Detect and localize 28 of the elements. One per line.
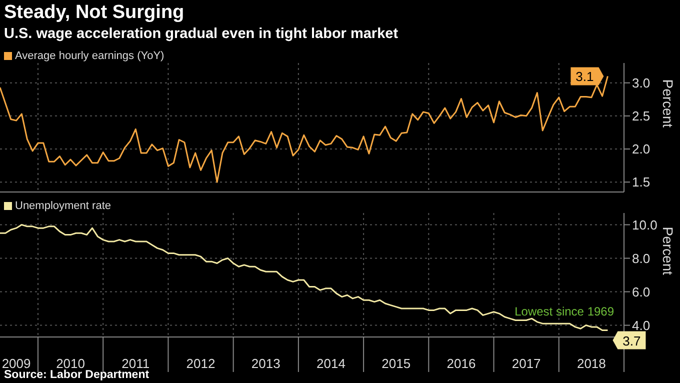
y-tick-label: 6.0	[632, 284, 650, 300]
y-tick-label: 4.0	[632, 318, 650, 333]
annotation: Lowest since 1969	[514, 304, 614, 319]
y-tick-label: 2.0	[632, 142, 650, 157]
y-axis-title: Percent	[660, 226, 676, 276]
data-label: 3.1	[576, 69, 594, 84]
x-tick-label: 2017	[512, 356, 541, 371]
legend-label: Average hourly earnings (YoY)	[15, 50, 164, 62]
source-note: Source: Labor Department	[4, 369, 150, 381]
y-tick-label: 2.5	[632, 108, 650, 124]
y-axis-title: Percent	[660, 79, 676, 128]
x-tick-label: 2009	[2, 356, 31, 371]
y-tick-label: 3.0	[632, 75, 650, 90]
chart-title: Steady, Not Surging	[4, 2, 184, 24]
legend-label: Unemployment rate	[15, 200, 111, 212]
data-label: 3.7	[622, 333, 641, 348]
x-tick-label: 2011	[122, 356, 150, 371]
x-tick-label: 2010	[56, 356, 85, 371]
y-tick-label: 10.0	[632, 217, 658, 232]
x-tick-label: 2015	[382, 356, 411, 371]
y-tick-label: 8.0	[632, 250, 650, 266]
x-tick-label: 2013	[251, 356, 280, 371]
x-tick-label: 2014	[316, 356, 346, 371]
chart-subtitle: U.S. wage acceleration gradual even in tight labor market	[4, 26, 398, 42]
x-tick-label: 2012	[186, 356, 216, 371]
x-tick-label: 2016	[446, 356, 476, 371]
x-tick-label: 2018	[576, 356, 606, 371]
y-tick-label: 1.5	[632, 174, 650, 190]
